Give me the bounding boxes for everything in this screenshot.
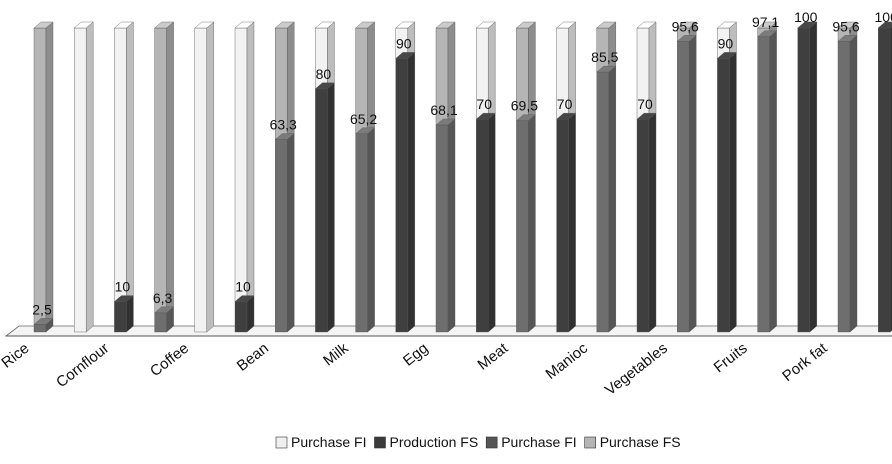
- bar-lower-segment: [716, 51, 737, 333]
- bar-upper-segment: [716, 21, 737, 59]
- bar-lower-segment: [113, 295, 134, 333]
- bar-lower-segment: [556, 112, 577, 333]
- bar-upper-segment: [113, 21, 134, 303]
- bar-lower-segment: [475, 112, 496, 333]
- category-label: Coffee: [147, 340, 192, 380]
- data-label: 70: [557, 96, 573, 112]
- bar-lower-segment: [154, 306, 175, 333]
- data-label: 90: [718, 35, 734, 51]
- bar-upper-segment: [274, 21, 295, 141]
- bar-lower-segment: [355, 127, 376, 333]
- bar-upper-segment: [234, 21, 255, 303]
- data-label: 85,5: [591, 49, 618, 65]
- data-label: 6,3: [153, 290, 173, 306]
- data-label: 10: [235, 279, 251, 295]
- bar-upper-segment: [314, 21, 335, 90]
- legend-label: Purchase FI: [501, 434, 576, 450]
- bar-lower-segment: [757, 30, 778, 333]
- category-label: Fruits: [711, 340, 751, 376]
- category-label: Milk: [320, 339, 352, 369]
- data-label: 63,3: [270, 117, 297, 133]
- bar-lower-segment: [234, 295, 255, 333]
- category-label: Cornflour: [53, 340, 112, 391]
- bar-group: [33, 21, 892, 333]
- bar-lower-segment: [515, 114, 536, 333]
- data-label: 95,6: [832, 18, 859, 34]
- bar-lower-segment: [314, 82, 335, 333]
- legend-swatch: [485, 436, 498, 449]
- data-label: 90: [396, 35, 412, 51]
- legend-label: Purchase FI: [291, 434, 366, 450]
- data-label: 68,1: [430, 102, 457, 118]
- legend-label: Production FS: [389, 434, 478, 450]
- legend: Purchase FI Production FS Purchase FI Purch…: [275, 434, 681, 450]
- bar-upper-segment: [515, 21, 536, 122]
- bar-lower-segment: [837, 34, 858, 333]
- data-label: 2,5: [32, 301, 52, 317]
- data-label: 100: [794, 9, 818, 25]
- bar-lower-segment: [435, 118, 456, 333]
- data-label: 95,6: [672, 18, 699, 34]
- bar-upper-segment: [154, 21, 175, 314]
- bar-lower-segment: [274, 133, 295, 333]
- bar-lower-segment: [877, 21, 892, 333]
- category-label-group: Rice Cornflour Coffee Bean Milk Egg Meat Manioc…: [0, 339, 831, 399]
- bar-upper-segment: [556, 21, 577, 120]
- bar-lower-segment: [33, 317, 54, 333]
- legend-swatch: [374, 436, 386, 449]
- data-label: 97,1: [752, 14, 779, 30]
- bar-upper-segment: [435, 21, 456, 126]
- category-label: Meat: [475, 339, 512, 373]
- legend-label: Purchase FS: [600, 434, 681, 450]
- category-label: Pork fat: [779, 339, 831, 385]
- data-label: 70: [637, 96, 653, 112]
- bar-upper-segment: [73, 21, 94, 333]
- bar-lower-segment: [676, 34, 697, 333]
- data-label-group: 2,5 10 6,3 10 63,3 80 65,2 90 68,1 70 69,5 70 85,5 70…: [32, 9, 892, 317]
- data-label: 10: [115, 279, 131, 295]
- bar-upper-segment: [33, 21, 54, 325]
- category-label: Manioc: [542, 339, 591, 382]
- category-label: Vegetables: [602, 340, 671, 399]
- bar-upper-segment: [395, 21, 416, 59]
- data-label: 65,2: [350, 111, 377, 127]
- data-label: 100: [875, 9, 892, 25]
- bar-lower-segment: [797, 21, 818, 333]
- bar-lower-segment: [395, 51, 416, 333]
- category-label: Bean: [234, 340, 272, 375]
- bar-upper-segment: [596, 21, 617, 73]
- legend-swatch: [584, 436, 596, 449]
- bar-lower-segment: [596, 65, 617, 333]
- category-label: Egg: [400, 340, 432, 370]
- legend-swatch: [275, 436, 288, 449]
- bar-upper-segment: [475, 21, 496, 120]
- bar-upper-segment: [355, 21, 376, 135]
- data-label: 70: [476, 96, 492, 112]
- category-label: Rice: [0, 340, 32, 372]
- bar-lower-segment: [636, 112, 657, 333]
- data-label: 80: [316, 66, 332, 82]
- bar-upper-segment: [194, 21, 215, 333]
- data-label: 69,5: [511, 98, 538, 114]
